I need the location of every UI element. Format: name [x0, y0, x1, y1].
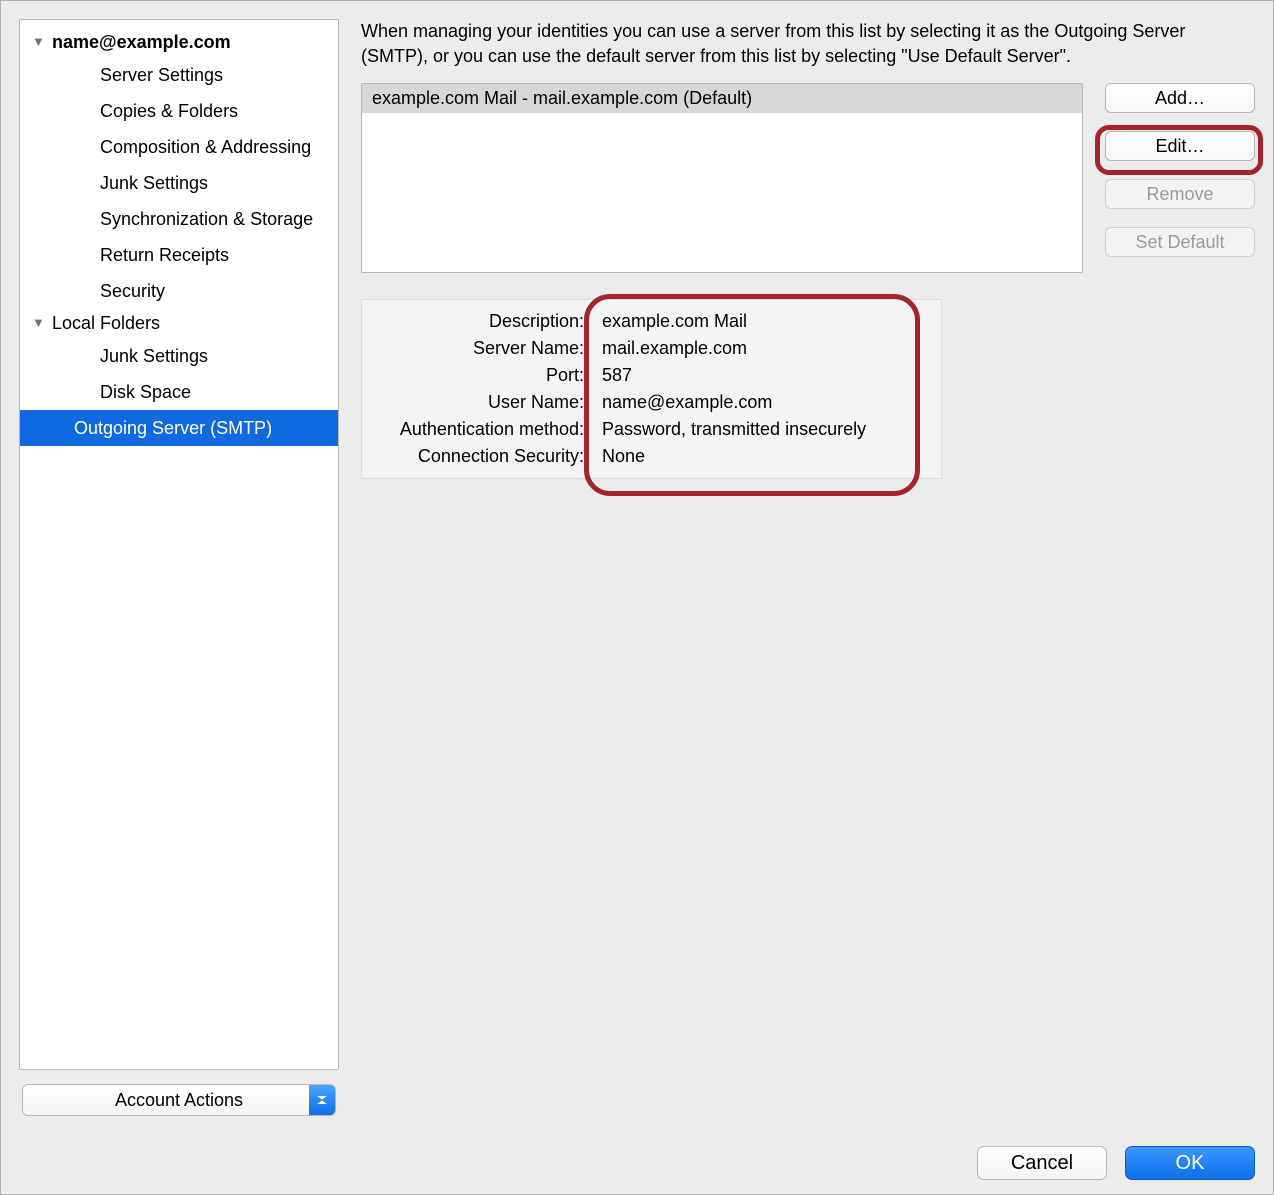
dialog-footer: Cancel OK	[977, 1146, 1255, 1180]
local-folders-label: Local Folders	[52, 313, 160, 334]
disclosure-triangle-icon: ▼	[32, 315, 46, 330]
disclosure-triangle-icon: ▼	[32, 34, 46, 49]
detail-value-port: 587	[594, 362, 927, 389]
sidebar-item-copies-folders[interactable]: Copies & Folders	[20, 93, 338, 129]
detail-label-user-name: User Name:	[376, 389, 594, 416]
sidebar-item-composition[interactable]: Composition & Addressing	[20, 129, 338, 165]
detail-value-user-name: name@example.com	[594, 389, 927, 416]
tree-local-folders-header[interactable]: ▼ Local Folders	[20, 309, 338, 338]
detail-label-port: Port:	[376, 362, 594, 389]
edit-button[interactable]: Edit…	[1105, 131, 1255, 161]
remove-button[interactable]: Remove	[1105, 179, 1255, 209]
server-details-panel: Description: example.com Mail Server Nam…	[361, 299, 942, 479]
smtp-server-row[interactable]: example.com Mail - mail.example.com (Def…	[362, 84, 1082, 113]
detail-label-conn: Connection Security:	[376, 443, 594, 470]
detail-value-description: example.com Mail	[594, 308, 927, 335]
server-row: example.com Mail - mail.example.com (Def…	[361, 83, 1255, 273]
detail-value-server-name: mail.example.com	[594, 335, 927, 362]
detail-value-auth: Password, transmitted insecurely	[594, 416, 927, 443]
cancel-button[interactable]: Cancel	[977, 1146, 1107, 1180]
account-tree: ▼ name@example.com Server Settings Copie…	[19, 19, 339, 1070]
account-actions-label: Account Actions	[115, 1090, 243, 1111]
sidebar-item-outgoing-smtp[interactable]: Outgoing Server (SMTP)	[20, 410, 338, 446]
ok-button[interactable]: OK	[1125, 1146, 1255, 1180]
content-area: ▼ name@example.com Server Settings Copie…	[19, 19, 1255, 1116]
sidebar-item-sync-storage[interactable]: Synchronization & Storage	[20, 201, 338, 237]
sidebar-item-return-receipts[interactable]: Return Receipts	[20, 237, 338, 273]
account-settings-window: ▼ name@example.com Server Settings Copie…	[0, 0, 1274, 1195]
sidebar-item-disk-space[interactable]: Disk Space	[20, 374, 338, 410]
main-panel: When managing your identities you can us…	[361, 19, 1255, 1116]
sidebar-item-local-junk[interactable]: Junk Settings	[20, 338, 338, 374]
server-button-column: Add… Edit… Remove Set Default	[1105, 83, 1255, 257]
sidebar-item-security[interactable]: Security	[20, 273, 338, 309]
account-name-label: name@example.com	[52, 32, 231, 53]
sidebar: ▼ name@example.com Server Settings Copie…	[19, 19, 339, 1116]
detail-label-auth: Authentication method:	[376, 416, 594, 443]
account-actions-dropdown[interactable]: Account Actions	[22, 1084, 336, 1116]
intro-text: When managing your identities you can us…	[361, 19, 1255, 69]
sidebar-item-junk[interactable]: Junk Settings	[20, 165, 338, 201]
account-actions-wrapper: Account Actions	[19, 1084, 339, 1116]
tree-account-header[interactable]: ▼ name@example.com	[20, 28, 338, 57]
dropdown-arrow-icon	[309, 1085, 335, 1115]
detail-label-server-name: Server Name:	[376, 335, 594, 362]
smtp-server-list[interactable]: example.com Mail - mail.example.com (Def…	[361, 83, 1083, 273]
detail-value-conn: None	[594, 443, 927, 470]
add-button[interactable]: Add…	[1105, 83, 1255, 113]
set-default-button[interactable]: Set Default	[1105, 227, 1255, 257]
detail-label-description: Description:	[376, 308, 594, 335]
sidebar-item-server-settings[interactable]: Server Settings	[20, 57, 338, 93]
